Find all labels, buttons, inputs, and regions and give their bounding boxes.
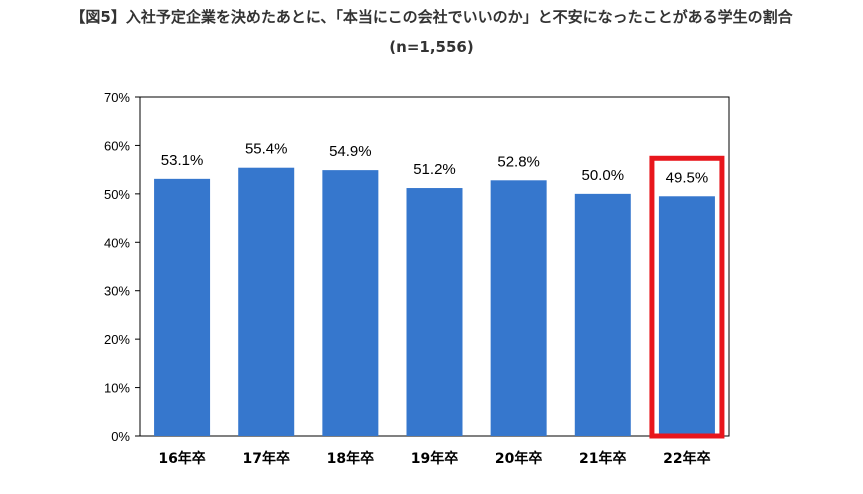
category-label: 22年卒 bbox=[663, 450, 710, 467]
value-label: 49.5% bbox=[666, 169, 709, 186]
bar bbox=[154, 178, 211, 436]
y-tick-label: 20% bbox=[104, 332, 130, 347]
value-label: 50.0% bbox=[582, 167, 625, 184]
value-label: 55.4% bbox=[245, 141, 288, 158]
value-label: 54.9% bbox=[329, 143, 372, 160]
category-label: 16年卒 bbox=[158, 450, 205, 467]
y-tick-label: 60% bbox=[104, 138, 130, 153]
value-label: 51.2% bbox=[413, 161, 456, 178]
bar bbox=[238, 167, 295, 436]
y-tick-label: 50% bbox=[104, 187, 130, 202]
category-label: 18年卒 bbox=[327, 450, 374, 467]
y-tick-label: 40% bbox=[104, 235, 130, 250]
bar bbox=[574, 193, 631, 436]
value-label: 52.8% bbox=[497, 153, 540, 170]
category-label: 17年卒 bbox=[242, 450, 289, 467]
bar bbox=[406, 188, 463, 436]
bar bbox=[658, 196, 715, 436]
category-label: 21年卒 bbox=[579, 450, 626, 467]
chart-subtitle: (n=1,556) bbox=[389, 38, 474, 56]
y-tick-label: 30% bbox=[104, 284, 130, 299]
y-tick-label: 0% bbox=[111, 429, 130, 444]
y-tick-label: 10% bbox=[104, 381, 130, 396]
y-tick-label: 70% bbox=[104, 90, 130, 105]
bar bbox=[490, 180, 547, 436]
value-label: 53.1% bbox=[161, 152, 204, 169]
highlight-box bbox=[649, 155, 725, 439]
bar bbox=[322, 170, 379, 436]
chart-title: 【図5】入社予定企業を決めたあとに、「本当にこの会社でいいのか」と不安になったこ… bbox=[70, 8, 793, 26]
category-label: 19年卒 bbox=[411, 450, 458, 467]
category-label: 20年卒 bbox=[495, 450, 542, 467]
